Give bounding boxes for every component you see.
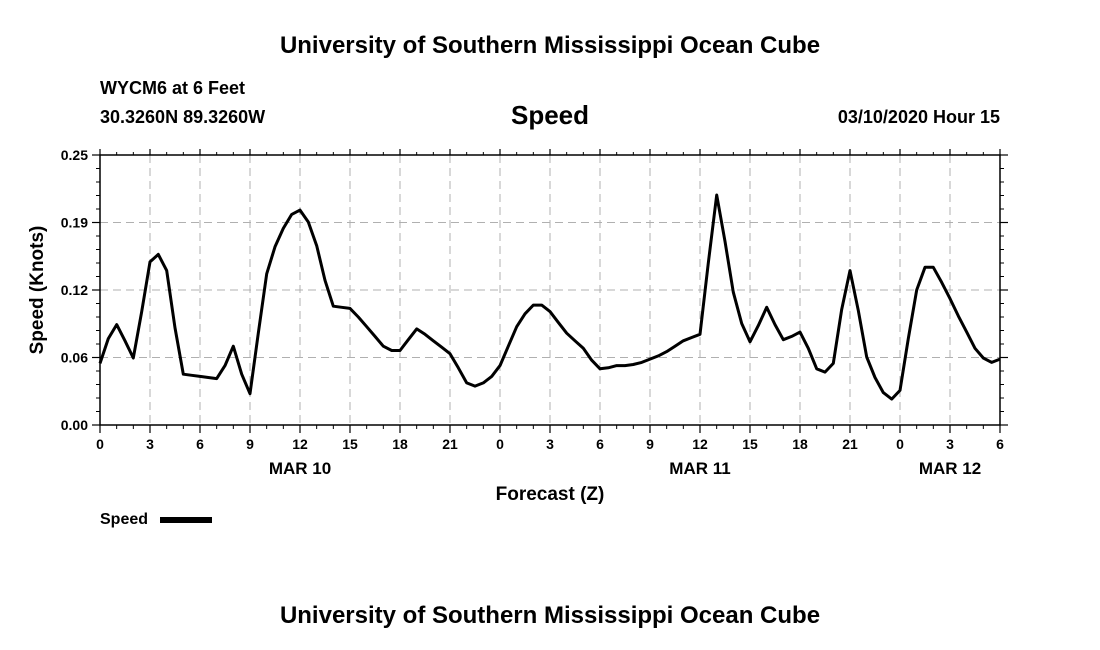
legend-label: Speed <box>100 511 148 528</box>
plot-frame <box>99 154 1001 426</box>
station-coordinates: 30.3260N 89.3260W <box>100 107 266 127</box>
y-tick-label: 0.06 <box>61 350 88 366</box>
x-tick-label: 12 <box>692 436 708 452</box>
x-tick-label: 6 <box>996 436 1004 452</box>
series-line-speed <box>98 193 1001 401</box>
x-tick-labels: 0 3 6 9 12 15 18 21 0 3 6 9 12 15 18 21 0 3 6 <box>96 436 1004 452</box>
y-tick-label: 0.00 <box>61 417 88 433</box>
x-axis-title: Forecast (Z) <box>496 484 605 505</box>
station-label: WYCM6 at 6 Feet <box>100 78 246 98</box>
x-tick-label: 6 <box>596 436 604 452</box>
series-group <box>98 193 1001 401</box>
y-tick-label: 0.12 <box>61 282 88 298</box>
chart-title: University of Southern Mississippi Ocean… <box>279 32 821 59</box>
x-tick-label: 0 <box>896 436 904 452</box>
y-tick-label: 0.19 <box>61 215 88 231</box>
forecast-datetime: 03/10/2020 Hour 15 <box>837 107 1000 127</box>
x-tick-label: 3 <box>946 436 954 452</box>
x-tick-label: 3 <box>546 436 554 452</box>
date-labels: MAR 10 MAR 11 MAR 12 <box>269 459 981 478</box>
x-tick-label: 15 <box>342 436 358 452</box>
y-tick-label: 0.25 <box>61 147 88 163</box>
date-label: MAR 11 <box>669 459 730 478</box>
x-tick-label: 6 <box>196 436 204 452</box>
x-tick-label: 0 <box>496 436 504 452</box>
date-label: MAR 10 <box>269 459 331 478</box>
grid-lines <box>100 155 1000 425</box>
x-tick-label: 12 <box>292 436 308 452</box>
x-tick-label: 18 <box>392 436 408 452</box>
legend: Speed <box>100 511 212 528</box>
y-axis-title: Speed (Knots) <box>27 226 48 355</box>
parameter-title: Speed <box>510 100 590 130</box>
x-tick-label: 3 <box>146 436 154 452</box>
x-tick-label: 9 <box>246 436 254 452</box>
x-tick-label: 21 <box>842 436 858 452</box>
x-tick-label: 0 <box>96 436 104 452</box>
x-tick-label: 18 <box>792 436 808 452</box>
date-label: MAR 12 <box>919 459 981 478</box>
x-tick-label: 15 <box>742 436 758 452</box>
footer-title: University of Southern Mississippi Ocean… <box>279 602 821 629</box>
x-tick-label: 9 <box>646 436 654 452</box>
y-tick-labels: 0.00 0.06 0.12 0.19 0.25 <box>61 147 88 433</box>
x-tick-label: 21 <box>442 436 458 452</box>
